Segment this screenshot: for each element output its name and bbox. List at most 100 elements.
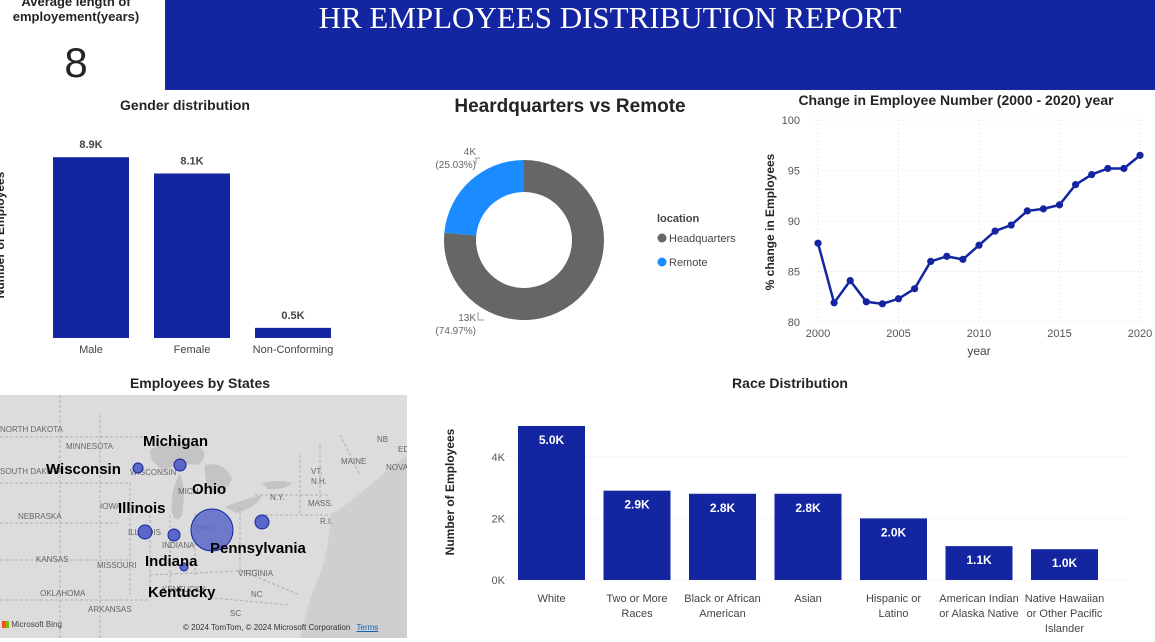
line-point[interactable]	[1072, 181, 1080, 189]
legend-entry[interactable]: Remote	[669, 257, 708, 269]
map-region-label: VT.	[311, 467, 323, 476]
race-data-label: 2.8K	[795, 501, 821, 515]
gender-bar[interactable]	[255, 327, 331, 338]
gender-bar[interactable]	[154, 173, 230, 338]
map-region-label: NB	[377, 435, 389, 444]
map-region-label: MINNESOTA	[66, 442, 113, 451]
line-point[interactable]	[878, 300, 886, 308]
map-label-pennsylvania: Pennsylvania	[210, 540, 306, 557]
race-bar[interactable]	[689, 493, 756, 580]
race-data-label: 1.1K	[966, 553, 992, 567]
bubble-wisconsin[interactable]	[132, 462, 144, 474]
race-y-axis-label: Number of Employees	[443, 428, 457, 555]
line-point[interactable]	[894, 295, 903, 303]
map-region-label: MAINE	[341, 457, 367, 466]
race-category-label: White	[537, 593, 565, 605]
map-region-label: N.H.	[311, 477, 327, 486]
gender-data-label: 0.5K	[281, 310, 304, 322]
race-category-label: Latino	[879, 608, 909, 620]
legend-entry[interactable]: Headquarters	[669, 233, 736, 245]
map-region-label: N.Y.	[270, 493, 285, 502]
line-point[interactable]	[943, 252, 951, 260]
race-bar[interactable]	[774, 493, 842, 580]
map-terms-link[interactable]: Terms	[356, 623, 379, 632]
race-bar[interactable]	[603, 490, 671, 580]
donut-slice[interactable]	[444, 160, 524, 236]
race-category-label: Black or African	[684, 593, 760, 605]
map-region-label: VIRGINIA	[238, 569, 274, 578]
trend-chart-title: Change in Employee Number (2000 - 2020) …	[798, 92, 1114, 108]
race-bar[interactable]	[518, 426, 585, 580]
gender-data-label: 8.1K	[180, 155, 203, 167]
donut-slice[interactable]	[444, 160, 604, 320]
map-region-label: ARKANSAS	[88, 605, 132, 614]
states-map[interactable]: NORTH DAKOTA MINNESOTA SOUTH DAKOTA WISCONS…	[0, 395, 407, 638]
map-label-kentucky: Kentucky	[148, 584, 216, 601]
map-copyright: © 2024 TomTom, © 2024 Microsoft Corporat…	[183, 623, 351, 632]
line-point[interactable]	[1055, 201, 1064, 209]
line-point[interactable]	[1039, 205, 1047, 213]
line-ytick-label: 100	[782, 115, 800, 127]
map-attribution: © 2024 TomTom, © 2024 Microsoft Corporat…	[183, 623, 378, 632]
line-point[interactable]	[1120, 164, 1128, 173]
line-point[interactable]	[1023, 207, 1031, 215]
race-data-label: 2.9K	[624, 498, 650, 512]
line-point[interactable]	[911, 285, 919, 293]
gender-bar[interactable]	[53, 157, 129, 338]
trend-line-chart[interactable]: 80 85 90 95 100 2000 2005 2010 2015 2020 year % cha…	[760, 108, 1155, 363]
gender-category-label: Non-Conforming	[253, 344, 334, 356]
kpi-card[interactable]: Average length of employement(years) 8	[0, 0, 152, 92]
map-region-label: NORTH DAKOTA	[0, 425, 63, 434]
bing-logo: Microsoft Bing	[2, 620, 62, 629]
line-point[interactable]	[830, 299, 838, 307]
race-ytick-label: 4K	[492, 452, 506, 464]
map-region-label: KANSAS	[36, 555, 69, 564]
kpi-label: Average length of employement(years)	[12, 0, 140, 24]
race-chart[interactable]: Number of Employees 0K 2K 4K 5.0K White 2.9K Tw…	[420, 395, 1155, 640]
remote-value-label: 4K	[464, 147, 477, 158]
map-region-label: KENTUCKY	[162, 585, 206, 594]
line-x-axis-label: year	[967, 344, 990, 358]
line-point[interactable]	[862, 298, 870, 306]
race-category-label: Asian	[794, 593, 822, 605]
race-ytick-label: 2K	[492, 513, 506, 525]
race-bar[interactable]	[945, 546, 1013, 580]
race-category-label: Two or More	[606, 593, 667, 605]
line-point[interactable]	[959, 255, 967, 263]
gender-data-label: 8.9K	[79, 139, 102, 151]
line-point[interactable]	[814, 239, 822, 247]
microsoft-logo-icon	[2, 621, 9, 629]
race-data-label: 2.8K	[710, 501, 736, 515]
location-donut-chart[interactable]: 4K (25.03%) 13K (74.97%) location Headquarter…	[420, 122, 760, 352]
bubble-pennsylvania[interactable]	[254, 514, 270, 530]
gender-chart[interactable]: Number of Employees 8.9K Male 8.1K Female 0.5…	[0, 115, 360, 360]
line-point[interactable]	[991, 227, 999, 235]
race-category-label: American Indian	[939, 593, 1019, 605]
line-point[interactable]	[1088, 170, 1096, 179]
bubble-indiana[interactable]	[167, 528, 181, 542]
lake-ontario	[262, 481, 292, 490]
bubble-michigan[interactable]	[173, 458, 187, 472]
race-chart-title: Race Distribution	[732, 375, 848, 391]
map-region-label: NC	[251, 590, 263, 599]
line-point[interactable]	[1104, 164, 1112, 173]
line-point[interactable]	[927, 257, 935, 265]
race-category-label: Races	[621, 608, 653, 620]
bubble-illinois[interactable]	[137, 524, 153, 540]
race-bar[interactable]	[860, 518, 927, 580]
gender-category-label: Female	[174, 344, 211, 356]
gender-chart-title: Gender distribution	[120, 97, 250, 113]
line-point[interactable]	[975, 241, 983, 249]
line-ytick-label: 95	[788, 166, 800, 178]
legend-marker	[657, 233, 667, 243]
line-xtick-label: 2020	[1128, 328, 1152, 340]
race-data-label: 2.0K	[881, 525, 907, 539]
report-title: HR EMPLOYEES DISTRIBUTION REPORT	[318, 0, 902, 35]
line-point[interactable]	[846, 276, 854, 285]
line-point[interactable]	[1136, 151, 1144, 159]
line-point[interactable]	[1007, 221, 1015, 229]
race-bar[interactable]	[1031, 549, 1098, 580]
bubble-ohio[interactable]	[190, 508, 234, 552]
bubble-kentucky[interactable]	[179, 562, 189, 572]
bing-label: Microsoft Bing	[11, 620, 62, 629]
